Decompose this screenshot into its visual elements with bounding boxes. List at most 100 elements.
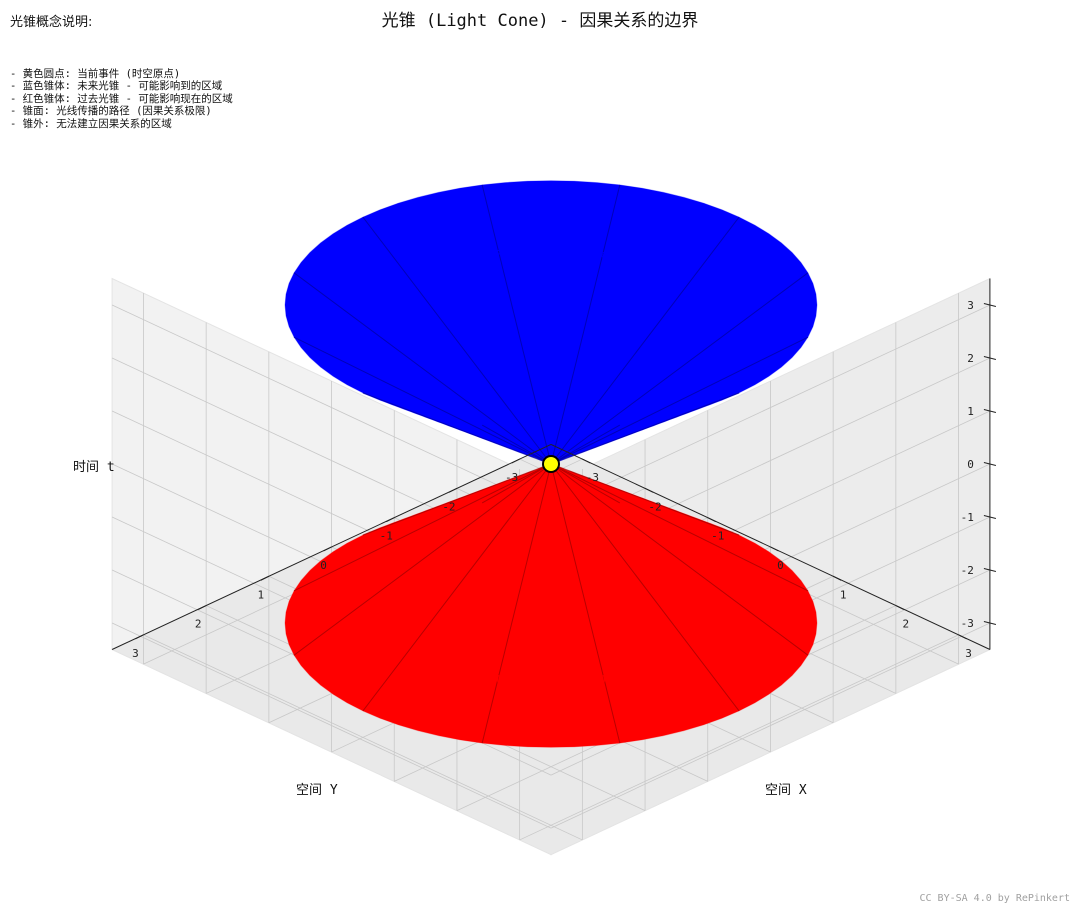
future-cone-generator-shade (362, 392, 552, 465)
x-axis-label: 空间 X (765, 783, 807, 798)
future-cone-generator (293, 272, 552, 465)
x-tick (511, 458, 520, 464)
legend-line: - 锥面: 光线传播的路径 (因果关系极限) (10, 105, 212, 118)
future-cone-generator (550, 272, 809, 465)
past-cone-generator-shade (550, 463, 621, 744)
past-cone-label: 过去光锥 (529, 657, 573, 671)
z-tick (983, 515, 997, 519)
origin-event-point (542, 455, 560, 473)
grid-line (143, 634, 583, 841)
grid-line (111, 304, 552, 511)
legend-lines: - 黄色圆点: 当前事件 (时空原点) - 蓝色锥体: 未来光锥 - 可能影响到… (10, 68, 233, 130)
y-tick-label: 0 (777, 559, 784, 572)
x-tick (386, 517, 395, 523)
future-cone-generator (550, 184, 621, 465)
past-cone-generator-shade (481, 463, 552, 504)
past-cone-generator-shade (362, 463, 552, 536)
future-cone-generator (362, 392, 552, 465)
z-tick-label: -1 (961, 511, 974, 524)
figure-title: 光锥 (Light Cone) - 因果关系的边界 (381, 11, 699, 31)
x-tick (135, 634, 144, 640)
past-cone-generator (481, 463, 552, 504)
future-cone-generator-shade (550, 184, 621, 465)
x-tick-label: 3 (132, 647, 139, 660)
axis-ticks: -3 -2 -1 0 1 2 3 -3 -2 -1 0 1 2 3 -3 -2 -1 0 1 2 3 (111, 278, 997, 660)
future-cone-generator-shade (550, 424, 621, 465)
y-tick-label: -3 (586, 471, 599, 484)
legend-line: - 红色锥体: 过去光锥 - 可能影响现在的区域 (10, 92, 233, 105)
future-cone-generator-shade (481, 184, 552, 465)
z-tick-label: -2 (961, 564, 974, 577)
x-tick (448, 487, 458, 493)
x-tick-label: -1 (380, 530, 393, 543)
z-tick-label: -3 (961, 617, 974, 630)
y-tick (770, 546, 779, 552)
past-cone-sublabel: (Past Light Cone) (495, 673, 608, 686)
future-cone-generator (550, 336, 809, 465)
future-cone-generator (362, 216, 552, 465)
future-cone-generator-shade (293, 336, 552, 465)
grid-line (519, 634, 959, 841)
x-tick-label: -2 (442, 500, 455, 513)
x-tick-label: 2 (195, 618, 202, 631)
future-cone-generator (481, 424, 552, 465)
z-tick (983, 568, 997, 572)
future-cone-generator (481, 184, 552, 465)
z-tick-label: 2 (967, 352, 974, 365)
past-cone-generator (550, 463, 740, 536)
x-tick-label: -3 (505, 471, 518, 484)
past-light-cone (284, 463, 818, 748)
future-cone-generator-shade (362, 216, 552, 465)
future-cone-generator-shade (550, 272, 809, 465)
x-tick (323, 546, 332, 552)
y-tick-label: 1 (840, 588, 847, 601)
y-tick-label: -2 (648, 500, 661, 513)
past-cone-generator (550, 463, 809, 656)
z-tick-label: 1 (967, 405, 974, 418)
future-cone-generator (550, 424, 621, 465)
future-cone-label: 未来光锥 (529, 232, 573, 246)
legend-heading: 光锥概念说明: (10, 15, 93, 30)
z-tick (983, 462, 997, 466)
future-cone-sublabel: (Future Light Cone) (488, 248, 614, 261)
y-tick-label: 2 (903, 618, 910, 631)
past-cone-generator (362, 463, 552, 536)
x-tick-label: 0 (320, 559, 327, 572)
future-cone-generator-shade (481, 424, 552, 465)
y-tick-label: 3 (965, 647, 972, 660)
y-tick (832, 575, 842, 581)
past-cone-generator (550, 463, 809, 592)
past-cone-generator-shade (550, 463, 809, 592)
y-tick (895, 605, 905, 610)
past-cone-generator-shade (293, 463, 552, 656)
legend-line: - 黄色圆点: 当前事件 (时空原点) (10, 68, 181, 80)
future-light-cone (284, 180, 818, 465)
future-cone-generator (550, 216, 740, 465)
legend-line: - 蓝色锥体: 未来光锥 - 可能影响到的区域 (10, 80, 223, 93)
past-cone-generator (550, 463, 621, 744)
z-tick-label: 3 (967, 299, 974, 312)
future-cone-generator-shade (550, 392, 740, 465)
future-cone-generator (550, 392, 740, 465)
past-cone-generator-shade (550, 463, 740, 536)
past-cone-generator (550, 463, 740, 712)
past-cone-generator (293, 463, 552, 656)
future-cone-generator-shade (550, 336, 809, 465)
past-cone-generator-shade (550, 463, 740, 712)
z-tick (983, 621, 997, 625)
past-cone-generator (550, 463, 621, 504)
past-cone-generator-shade (481, 463, 552, 744)
legend-line: - 锥外: 无法建立因果关系的区域 (10, 117, 172, 130)
x-tick (260, 575, 270, 581)
y-tick (582, 458, 591, 464)
z-axis-label: 时间 t (73, 460, 115, 475)
past-cone-generator (293, 463, 552, 592)
y-tick (644, 487, 654, 493)
past-cone-ring (284, 498, 818, 748)
credit-text: CC BY-SA 4.0 by RePinkert (919, 893, 1070, 904)
past-cone-generator-shade (550, 463, 809, 656)
future-cone-generator-shade (293, 272, 552, 465)
z-tick-label: 0 (967, 458, 974, 471)
past-cone-generator (481, 463, 552, 744)
